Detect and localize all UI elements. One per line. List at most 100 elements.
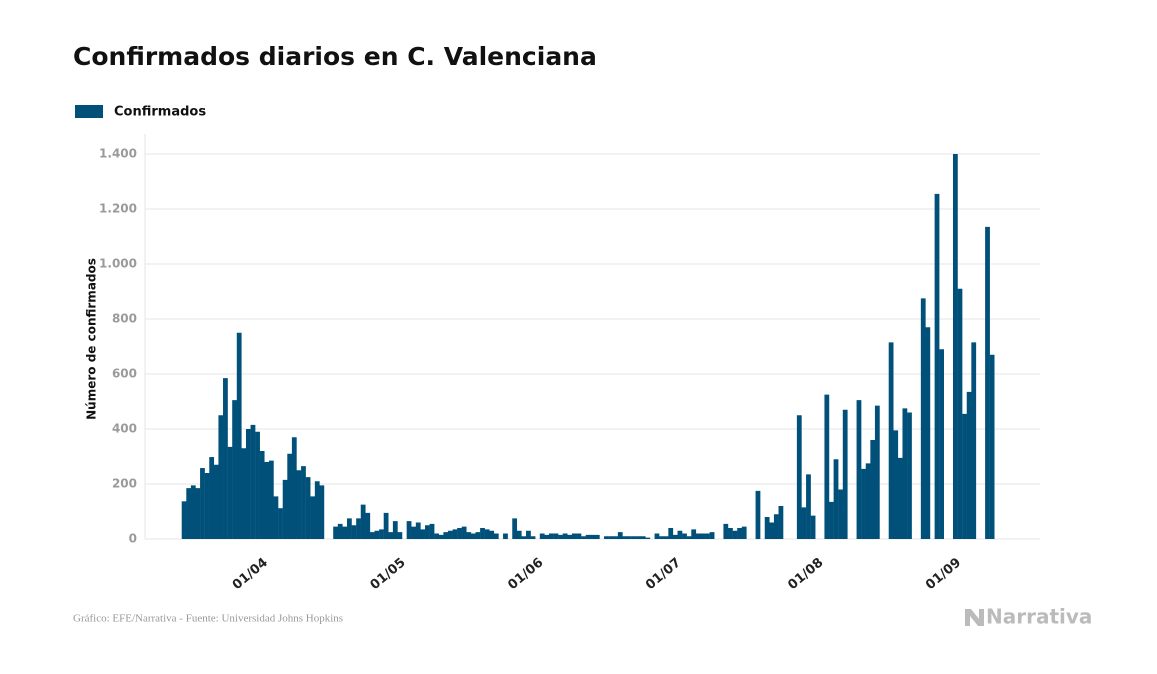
bar xyxy=(305,477,311,539)
y-tick-label: 600 xyxy=(112,367,137,381)
bar xyxy=(434,533,439,539)
bar xyxy=(622,536,628,539)
bar xyxy=(319,485,325,539)
bar xyxy=(374,530,380,539)
bar xyxy=(356,518,361,539)
x-tick-label: 01/06 xyxy=(505,555,546,593)
bar xyxy=(608,536,614,539)
bar xyxy=(925,327,931,539)
bar xyxy=(438,534,444,539)
bar xyxy=(397,532,403,539)
bar xyxy=(939,349,944,539)
bar xyxy=(181,501,187,539)
bar xyxy=(512,518,518,539)
bar xyxy=(562,533,568,539)
bar xyxy=(232,400,237,539)
bar xyxy=(617,532,623,539)
bar xyxy=(838,489,843,539)
y-tick-label: 800 xyxy=(112,312,137,326)
bar xyxy=(273,496,279,539)
bar xyxy=(934,193,940,539)
bar xyxy=(388,532,394,539)
bar xyxy=(447,530,453,539)
bar xyxy=(296,470,302,539)
y-tick-label: 1.400 xyxy=(99,147,137,161)
bar xyxy=(640,536,646,539)
bar xyxy=(452,529,458,539)
brand: Narrativa xyxy=(986,605,1092,629)
bar xyxy=(264,462,270,539)
bar xyxy=(952,154,958,539)
bar xyxy=(668,528,674,539)
bar xyxy=(962,413,967,539)
bar xyxy=(677,530,683,539)
y-tick-label: 1.000 xyxy=(99,257,137,271)
bar xyxy=(190,485,196,539)
bar xyxy=(521,536,527,539)
bar xyxy=(594,534,600,539)
bar xyxy=(415,522,421,539)
bar xyxy=(379,529,384,539)
bar xyxy=(893,430,899,539)
bar xyxy=(806,474,811,539)
bar xyxy=(645,537,651,539)
bar xyxy=(966,391,972,539)
bar xyxy=(723,523,729,539)
bar xyxy=(516,530,522,539)
bar xyxy=(567,534,573,539)
bar xyxy=(346,518,352,539)
bar xyxy=(856,400,862,539)
bar xyxy=(695,533,701,539)
bar xyxy=(480,528,485,539)
bar xyxy=(392,521,398,539)
bar xyxy=(920,298,926,539)
bar xyxy=(278,508,283,539)
bar xyxy=(773,514,779,539)
bar xyxy=(824,394,830,539)
bar xyxy=(957,288,963,539)
bar xyxy=(526,530,531,539)
bar xyxy=(195,488,201,539)
bar xyxy=(241,448,247,539)
bar xyxy=(475,532,481,539)
bar xyxy=(365,512,371,539)
bar xyxy=(737,528,742,539)
bar xyxy=(682,533,687,539)
bar xyxy=(429,523,435,539)
bar xyxy=(530,536,536,539)
bar xyxy=(548,533,554,539)
x-tick-label: 01/08 xyxy=(785,555,826,593)
y-axis-label: Número de confirmados xyxy=(85,258,99,420)
bar xyxy=(236,332,242,539)
chart-title: Confirmados diarios en C. Valenciana xyxy=(73,42,597,71)
bar xyxy=(204,473,210,539)
bar xyxy=(672,534,678,539)
y-tick-label: 1.200 xyxy=(99,202,137,216)
bar xyxy=(576,533,582,539)
bar xyxy=(778,506,784,539)
bar xyxy=(255,431,260,539)
bar xyxy=(383,512,389,539)
bar xyxy=(227,446,233,539)
legend-swatch xyxy=(75,105,103,118)
bar xyxy=(310,496,316,539)
bar xyxy=(700,533,706,539)
bar xyxy=(985,226,990,539)
bar xyxy=(420,529,426,539)
bar xyxy=(337,523,343,539)
bar xyxy=(406,521,412,539)
bar xyxy=(301,466,306,539)
bar xyxy=(613,536,619,539)
bar xyxy=(186,488,192,539)
bar xyxy=(457,528,462,539)
brand-logo xyxy=(965,609,984,626)
x-tick-label: 01/07 xyxy=(643,555,684,593)
bar xyxy=(351,525,357,539)
x-tick-label: 01/04 xyxy=(230,555,271,593)
bar xyxy=(686,536,692,539)
bar xyxy=(470,533,476,539)
bar xyxy=(245,429,251,539)
bar xyxy=(443,532,449,539)
bar xyxy=(282,479,288,539)
bar xyxy=(705,533,710,539)
